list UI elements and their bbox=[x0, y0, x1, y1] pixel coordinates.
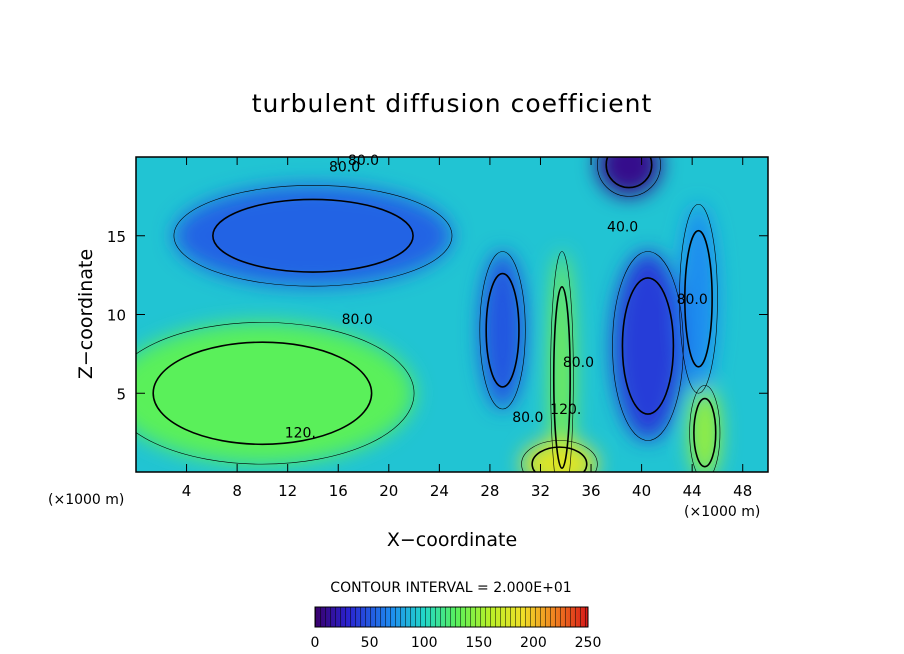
x-tick-label-6: 28 bbox=[480, 482, 499, 500]
y-tick-label-1: 10 bbox=[107, 307, 126, 325]
contour-thin-7 bbox=[689, 385, 721, 472]
x-tick-label-8: 36 bbox=[581, 482, 600, 500]
colorbar-tick-label-2: 100 bbox=[411, 635, 438, 651]
x-tick-label-5: 24 bbox=[430, 482, 449, 500]
contour-thin-2 bbox=[479, 251, 526, 410]
x-tick-label-0: 4 bbox=[182, 482, 192, 500]
contour-line-8 bbox=[684, 229, 713, 368]
contour-label-8: 80.0 bbox=[512, 410, 543, 426]
contour-line-7 bbox=[693, 397, 717, 468]
contour-thin-1 bbox=[173, 185, 453, 287]
x-tick-label-10: 44 bbox=[683, 482, 702, 500]
contour-interval-text: CONTOUR INTERVAL = 2.000E+01 bbox=[330, 580, 571, 596]
colorbar-tick-label-1: 50 bbox=[361, 635, 379, 651]
contour-label-6: 80.0 bbox=[563, 355, 594, 371]
contour-label-4: 40.0 bbox=[607, 219, 638, 235]
contour-line-3 bbox=[621, 277, 675, 415]
contour-label-7: 120. bbox=[550, 402, 581, 418]
contour-line-2 bbox=[485, 272, 520, 388]
colorbar-tick-label-0: 0 bbox=[311, 635, 320, 651]
y-tick-label-0: 5 bbox=[116, 385, 126, 403]
contour-label-1: 80.0 bbox=[348, 153, 379, 169]
x-tick-label-2: 12 bbox=[278, 482, 297, 500]
x-axis-ticks: 4 8 12 16 20 24 28 32 36 40 44 48 bbox=[182, 157, 752, 500]
contour-line-1 bbox=[212, 198, 414, 273]
x-tick-label-4: 20 bbox=[379, 482, 398, 500]
chart-title: turbulent diffusion coefficient bbox=[252, 89, 653, 118]
y-axis-ticks: 5 10 15 bbox=[107, 228, 768, 403]
colorbar-frame bbox=[314, 606, 589, 628]
contour-layer bbox=[136, 157, 721, 472]
x-tick-label-3: 16 bbox=[329, 482, 348, 500]
contour-line-4 bbox=[605, 157, 653, 189]
x-tick-label-1: 8 bbox=[232, 482, 242, 500]
contour-label-5: 80.0 bbox=[677, 292, 708, 308]
x-tick-label-11: 48 bbox=[733, 482, 752, 500]
x-tick-label-9: 40 bbox=[632, 482, 651, 500]
z-unit-label: (×1000 m) bbox=[48, 492, 124, 508]
colorbar-tick-label-3: 150 bbox=[465, 635, 492, 651]
colorbar-ticks: 0 50 100 150 200 250 bbox=[311, 635, 602, 651]
contour-line-5 bbox=[552, 285, 571, 470]
contour-thin-0 bbox=[136, 322, 415, 465]
contour-thin-3 bbox=[612, 251, 684, 441]
x-unit-label: (×1000 m) bbox=[684, 504, 760, 520]
field-blob-4 bbox=[597, 157, 661, 197]
field-blob-0 bbox=[136, 322, 415, 465]
contour-thin-5 bbox=[550, 251, 574, 472]
x-axis-label: X−coordinate bbox=[387, 529, 517, 551]
contour-thin-4 bbox=[597, 157, 661, 197]
contour-label-3: 120. bbox=[285, 426, 316, 442]
contour-label-0: 80.0 bbox=[329, 159, 360, 175]
colorbar-tick-label-4: 200 bbox=[520, 635, 547, 651]
colorbar-lines bbox=[315, 607, 588, 627]
contour-thin-6 bbox=[521, 440, 598, 472]
y-tick-label-2: 15 bbox=[107, 228, 126, 246]
contour-line-6 bbox=[531, 446, 588, 472]
field-blob-1 bbox=[173, 185, 453, 287]
y-axis-label: Z−coordinate bbox=[75, 249, 97, 379]
x-tick-label-7: 32 bbox=[531, 482, 550, 500]
contour-thin-8 bbox=[679, 203, 718, 394]
contour-line-0 bbox=[152, 341, 373, 446]
colorbar-tick-label-5: 250 bbox=[575, 635, 602, 651]
contour-label-2: 80.0 bbox=[342, 312, 373, 328]
colorbar: 0 50 100 150 200 250 bbox=[311, 606, 602, 651]
